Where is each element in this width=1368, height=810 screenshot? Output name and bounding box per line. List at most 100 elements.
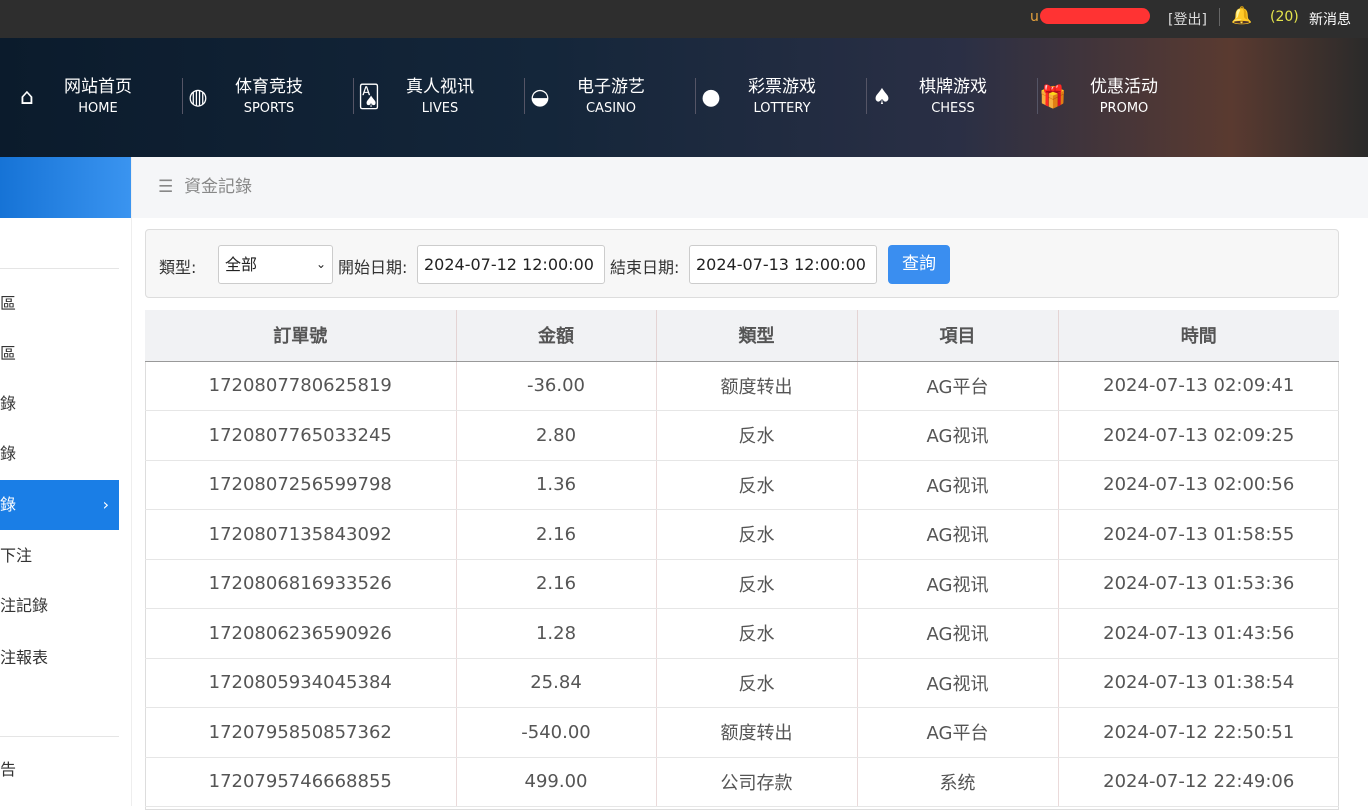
sidebar-item[interactable]: 錄 xyxy=(0,429,119,479)
divider xyxy=(1219,8,1220,26)
nav-item-casino[interactable]: ◒ 电子游艺 CASINO xyxy=(525,38,696,157)
sidebar: 區區錄錄錄 › 下注 注記錄 注報表告 xyxy=(0,157,132,806)
table-cell: AG平台 xyxy=(857,361,1059,411)
main-content: ☰ 資金記錄 類型: 全部 ⌄ 開始日期: 2024-07-12 12:00:00… xyxy=(132,157,1368,810)
table-row: 1720807256599798 1.36 反水 AG视讯 2024-07-13 02:… xyxy=(145,460,1339,510)
table-cell: 额度转出 xyxy=(656,361,858,411)
table-cell: -36.00 xyxy=(456,361,657,411)
menu-icon[interactable]: ☰ xyxy=(158,177,174,197)
nav-item-sports[interactable]: ◍ 体育竞技 SPORTS xyxy=(183,38,354,157)
table-cell: 1720795746668855 xyxy=(145,757,457,807)
nav-item-lottery[interactable]: ● 彩票游戏 LOTTERY xyxy=(696,38,867,157)
table-cell: 2024-07-13 01:58:55 xyxy=(1058,509,1339,560)
nav-label-zh: 优惠活动 xyxy=(1090,76,1158,97)
table-cell: 1.28 xyxy=(456,608,657,659)
table-cell: 25.84 xyxy=(456,658,657,708)
sidebar-item[interactable]: 注記錄 xyxy=(0,581,119,631)
table-cell: 1720806236590926 xyxy=(145,608,457,659)
nav-label-en: SPORTS xyxy=(243,100,295,116)
column-header: 訂單號 xyxy=(145,310,457,362)
end-date-input[interactable]: 2024-07-13 12:00:00 xyxy=(689,245,877,284)
table-row: 1720806816933526 2.16 反水 AG视讯 2024-07-13 01:… xyxy=(145,559,1339,609)
spade-icon: ♠ xyxy=(872,85,892,110)
table-cell: 1720807256599798 xyxy=(145,460,457,510)
sidebar-item-label: 區 xyxy=(0,294,17,313)
table-row: 1720806236590926 1.28 反水 AG视讯 2024-07-13 01:… xyxy=(145,608,1339,659)
nav-item-chess[interactable]: ♠ 棋牌游戏 CHESS xyxy=(867,38,1038,157)
table-cell: AG视讯 xyxy=(857,658,1059,708)
chevron-right-icon: › xyxy=(102,495,109,514)
table-row: 1720807780625819 -36.00 额度转出 AG平台 2024-07-13… xyxy=(145,361,1339,411)
sidebar-item-label: 告 xyxy=(0,760,17,779)
message-count[interactable]: (20) xyxy=(1270,9,1299,25)
column-header: 類型 xyxy=(656,310,858,362)
sidebar-item[interactable]: 下注 xyxy=(0,531,119,581)
table-cell: 反水 xyxy=(656,410,858,461)
table-cell: 1.36 xyxy=(456,460,657,510)
table-cell: 2024-07-13 02:00:56 xyxy=(1058,460,1339,510)
main-nav: ⌂ 网站首页 HOME ◍ 体育竞技 SPORTS 🂡 真人视讯 LIVES ◒ 电子游艺 CASIN… xyxy=(0,38,1368,157)
nav-item-promo[interactable]: 🎁 优惠活动 PROMO xyxy=(1038,38,1209,157)
table-cell: 1720807135843092 xyxy=(145,509,457,560)
table-row: 1720807765033245 2.80 反水 AG视讯 2024-07-13 02:… xyxy=(145,410,1339,461)
table-cell: 2.16 xyxy=(456,559,657,609)
start-date-label: 開始日期: xyxy=(338,258,408,277)
table-cell: AG视讯 xyxy=(857,509,1059,560)
table-cell: 反水 xyxy=(656,658,858,708)
table-cell: 2024-07-13 01:43:56 xyxy=(1058,608,1339,659)
sidebar-item-label: 錄 xyxy=(0,495,17,514)
sidebar-item-label: 下注 xyxy=(0,546,33,565)
sidebar-item-label: 區 xyxy=(0,344,17,363)
username[interactable]: u xyxy=(1030,9,1039,25)
table-cell: AG平台 xyxy=(857,707,1059,758)
table-row: 1720805934045384 25.84 反水 AG视讯 2024-07-13 01… xyxy=(145,658,1339,708)
start-date-input[interactable]: 2024-07-12 12:00:00 xyxy=(417,245,605,284)
table-cell: 2024-07-13 01:38:54 xyxy=(1058,658,1339,708)
table-cell: 2.80 xyxy=(456,410,657,461)
nav-item-home[interactable]: ⌂ 网站首页 HOME xyxy=(12,38,183,157)
logout-link[interactable]: [登出] xyxy=(1168,12,1207,28)
page-title: 資金記錄 xyxy=(184,177,253,197)
sidebar-item[interactable]: 區 xyxy=(0,329,119,379)
chevron-down-icon: ⌄ xyxy=(315,257,326,271)
table-cell: 1720807765033245 xyxy=(145,410,457,461)
table-cell: 反水 xyxy=(656,608,858,659)
sidebar-item[interactable]: 錄 xyxy=(0,379,119,429)
table-cell: 反水 xyxy=(656,509,858,560)
table-cell: 公司存款 xyxy=(656,757,858,807)
messages-link[interactable]: 新消息 xyxy=(1309,12,1351,28)
type-label: 類型: xyxy=(159,258,197,277)
table-row: 1720807135843092 2.16 反水 AG视讯 2024-07-13 01:… xyxy=(145,509,1339,560)
breadcrumb: ☰ 資金記錄 xyxy=(132,157,1368,218)
sidebar-item-label: 注記錄 xyxy=(0,596,49,615)
nav-label-en: LOTTERY xyxy=(753,100,811,116)
sidebar-item[interactable]: 注報表 xyxy=(0,633,119,683)
table-header: 訂單號 金額 類型 項目 時間 xyxy=(145,310,1339,362)
nav-label-zh: 棋牌游戏 xyxy=(919,76,987,97)
nav-item-lives[interactable]: 🂡 真人视讯 LIVES xyxy=(354,38,525,157)
table-cell: AG视讯 xyxy=(857,410,1059,461)
end-date-label: 結束日期: xyxy=(610,258,680,277)
bell-icon[interactable]: 🔔 xyxy=(1231,6,1253,26)
column-header: 金額 xyxy=(456,310,657,362)
nav-label-en: PROMO xyxy=(1099,100,1149,116)
table-cell: 系统 xyxy=(857,757,1059,807)
table-cell: -540.00 xyxy=(456,707,657,758)
sidebar-item[interactable]: 告 xyxy=(0,745,119,795)
table-cell: 2024-07-13 02:09:41 xyxy=(1058,361,1339,411)
column-header: 時間 xyxy=(1058,310,1339,362)
table-cell: 1720805934045384 xyxy=(145,658,457,708)
nav-label-zh: 网站首页 xyxy=(64,76,132,97)
query-button[interactable]: 查詢 xyxy=(888,245,950,284)
nav-label-en: CASINO xyxy=(585,100,636,116)
filter-bar: 類型: 全部 ⌄ 開始日期: 2024-07-12 12:00:00 結束日期: … xyxy=(145,229,1339,298)
sidebar-item[interactable]: 錄 › xyxy=(0,480,119,530)
table-cell: 499.00 xyxy=(456,757,657,807)
sidebar-banner xyxy=(0,157,131,218)
divider xyxy=(0,736,119,737)
sidebar-item[interactable]: 區 xyxy=(0,279,119,329)
type-select[interactable]: 全部 ⌄ xyxy=(218,245,333,284)
table-cell: 1720806816933526 xyxy=(145,559,457,609)
table-cell: 2024-07-13 02:09:25 xyxy=(1058,410,1339,461)
nav-label-en: LIVES xyxy=(421,100,459,116)
